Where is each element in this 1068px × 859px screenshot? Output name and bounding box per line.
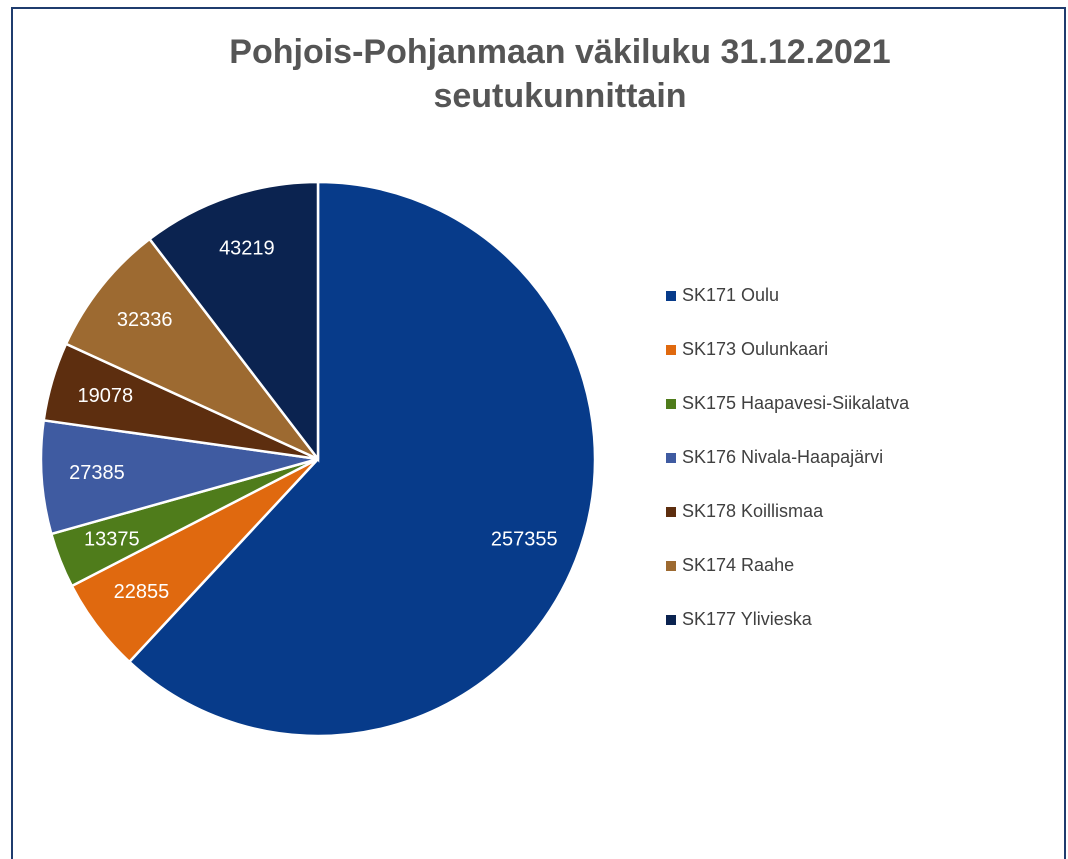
- legend-label: SK176 Nivala-Haapajärvi: [682, 447, 883, 467]
- data-label: 13375: [84, 528, 140, 550]
- data-label: 32336: [117, 309, 173, 331]
- legend-swatch: [666, 615, 676, 625]
- pie-slice: [127, 180, 597, 738]
- legend-label: SK174 Raahe: [682, 555, 794, 575]
- legend-label: SK178 Koillismaa: [682, 501, 824, 521]
- chart-title: Pohjois-Pohjanmaan väkiluku 31.12.2021 s…: [229, 33, 891, 115]
- legend-swatch: [666, 561, 676, 571]
- legend-swatch: [666, 399, 676, 409]
- data-label: 22855: [114, 581, 170, 603]
- pie-slice: [39, 418, 319, 536]
- legend-swatch: [666, 291, 676, 301]
- pie-slice: [147, 180, 320, 463]
- data-label: 19078: [77, 385, 133, 407]
- data-label: 27385: [69, 462, 125, 484]
- legend-swatch: [666, 345, 676, 355]
- legend-swatch: [666, 507, 676, 517]
- data-label: 43219: [219, 237, 275, 259]
- data-label: 257355: [491, 528, 558, 550]
- pie-slice: [64, 237, 319, 461]
- legend-swatch: [666, 453, 676, 463]
- legend-label: SK173 Oulunkaari: [682, 339, 828, 359]
- legend-label: SK177 Ylivieska: [682, 609, 813, 629]
- frame: [11, 7, 1066, 859]
- legend-label: SK171 Oulu: [682, 285, 779, 305]
- legend-label: SK175 Haapavesi-Siikalatva: [682, 393, 910, 413]
